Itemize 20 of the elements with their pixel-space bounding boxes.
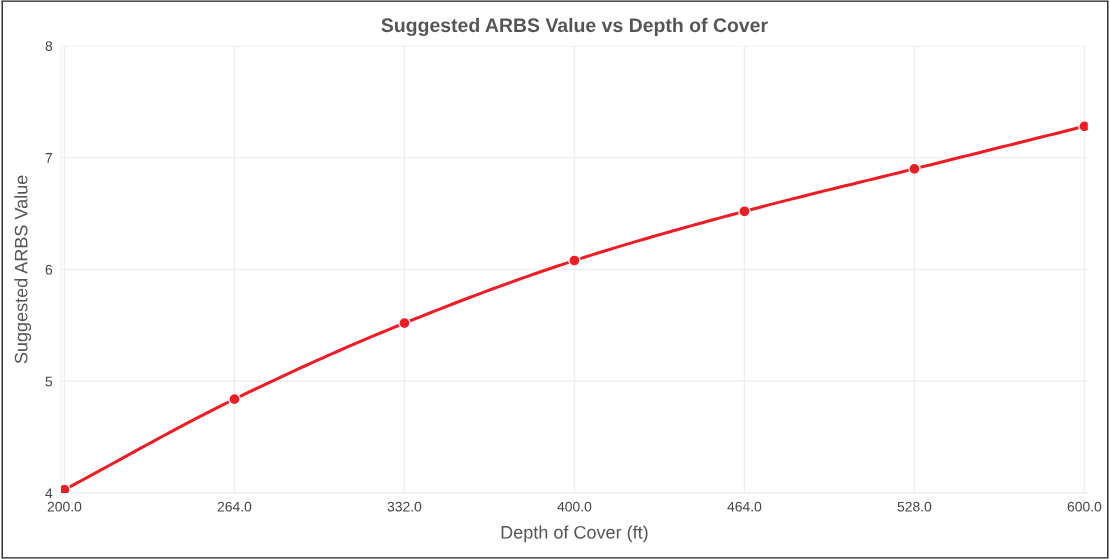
y-tick-label: 6 [45,264,53,275]
y-tick-label: 4 [45,488,53,499]
y-tick-label: 8 [45,41,53,52]
x-tick-label: 400.0 [557,501,592,512]
point [228,392,241,406]
x-tick-label: 200.0 [47,501,82,512]
y-tick-label: 5 [45,376,53,387]
x-tick-label: 464.0 [727,501,762,512]
x-axis-title: Depth of Cover (ft) [501,525,648,543]
y-axis-title: Suggested ARBS Value [14,175,32,364]
chart-title: Suggested ARBS Value vs Depth of Cover [381,17,768,37]
point [398,316,411,330]
x-tick-label: 332.0 [387,501,422,512]
y-tick-label: 7 [45,153,53,163]
x-tick-label: 528.0 [897,501,932,512]
point [908,162,921,176]
x-tick-label: 264.0 [217,501,252,512]
x-tick-label: 600.0 [1067,501,1102,512]
point [568,254,581,267]
point [738,205,751,218]
